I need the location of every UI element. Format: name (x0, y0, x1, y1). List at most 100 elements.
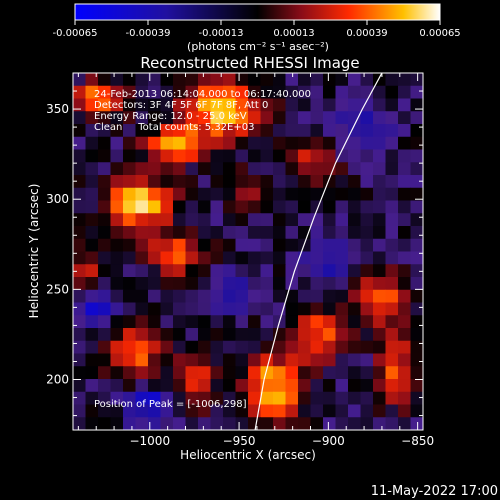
heatmap-cell (85, 264, 99, 278)
heatmap-cell (385, 213, 399, 227)
heatmap-cell (360, 289, 374, 303)
heatmap-cell (248, 251, 261, 265)
heatmap-cell (398, 328, 411, 342)
heatmap-cell (323, 162, 336, 176)
heatmap-cell (135, 289, 149, 303)
heatmap-cell (235, 277, 249, 291)
heatmap-cell (198, 315, 211, 329)
heatmap-cell (273, 353, 286, 367)
heatmap-cell (335, 277, 349, 291)
heatmap-cell (310, 353, 324, 367)
info-line-energy: Energy Range: 12.0 - 25.0 keV (94, 111, 247, 122)
info-line-detectors: Detectors: 3F 4F 5F 6F 7F 8F, Att 0 (94, 100, 268, 111)
heatmap-cell (360, 302, 374, 316)
heatmap-cell (323, 213, 336, 227)
heatmap-cell (98, 289, 111, 303)
heatmap-cell (348, 175, 361, 189)
heatmap-cell (285, 277, 299, 291)
heatmap-cell (173, 200, 186, 214)
heatmap-cell (398, 417, 411, 430)
heatmap-cell (260, 213, 274, 227)
heatmap-cell (223, 315, 236, 329)
heatmap-cell (410, 238, 423, 252)
heatmap-cell (298, 289, 311, 303)
heatmap-cell (398, 124, 411, 138)
heatmap-cell (110, 340, 124, 354)
heatmap-cell (373, 277, 386, 291)
heatmap-cell (73, 340, 86, 354)
heatmap-cell (398, 315, 411, 329)
heatmap-cell (210, 187, 224, 201)
heatmap-cell (198, 302, 211, 316)
heatmap-cell (298, 136, 311, 150)
heatmap-cell (285, 213, 299, 227)
heatmap-cell (285, 200, 299, 214)
heatmap-cell (223, 111, 236, 125)
heatmap-cell (385, 98, 399, 112)
heatmap-cell (148, 289, 161, 303)
heatmap-cell (323, 417, 336, 430)
heatmap-cell (198, 238, 211, 252)
heatmap-cell (223, 302, 236, 316)
heatmap-cell (285, 353, 299, 367)
heatmap-cell (260, 85, 274, 99)
heatmap-cell (173, 340, 186, 354)
heatmap-cell (160, 251, 174, 265)
heatmap-cell (373, 226, 386, 240)
heatmap-cell (273, 379, 286, 393)
heatmap-cell (310, 162, 324, 176)
heatmap-cell (235, 366, 249, 380)
heatmap-cell (410, 149, 423, 163)
heatmap-cell (373, 187, 386, 201)
heatmap-cell (160, 98, 174, 112)
heatmap-cell (260, 124, 274, 138)
heatmap-cell (348, 404, 361, 418)
heatmap-cell (410, 379, 423, 393)
heatmap-cell (123, 226, 136, 240)
heatmap-cell (173, 289, 186, 303)
heatmap-cell (185, 379, 199, 393)
heatmap-cell (410, 175, 423, 189)
heatmap-cell (123, 264, 136, 278)
heatmap-cell (323, 391, 336, 405)
heatmap-cell (248, 124, 261, 138)
heatmap-cell (210, 149, 224, 163)
heatmap-cell (398, 187, 411, 201)
heatmap-cell (148, 124, 161, 138)
heatmap-cell (210, 379, 224, 393)
heatmap-cell (85, 187, 99, 201)
heatmap-cell (248, 73, 261, 87)
heatmap-cell (360, 404, 374, 418)
heatmap-cell (298, 187, 311, 201)
heatmap-cell (85, 404, 99, 418)
heatmap-cell (335, 315, 349, 329)
heatmap-cell (248, 226, 261, 240)
heatmap-cell (248, 264, 261, 278)
heatmap-cell (173, 149, 186, 163)
heatmap-cell (173, 73, 186, 87)
heatmap-cell (273, 213, 286, 227)
heatmap-cell (348, 289, 361, 303)
heatmap-cell (73, 73, 86, 87)
heatmap-cell (298, 213, 311, 227)
heatmap-cell (348, 73, 361, 87)
heatmap-cell (235, 315, 249, 329)
heatmap-cell (373, 340, 386, 354)
heatmap-cell (285, 136, 299, 150)
heatmap-cell (173, 264, 186, 278)
heatmap-cell (335, 264, 349, 278)
heatmap-cell (210, 111, 224, 125)
heatmap-cell (148, 73, 161, 87)
heatmap-cell (348, 264, 361, 278)
heatmap-cell (185, 226, 199, 240)
heatmap-cell (198, 162, 211, 176)
heatmap-cell (323, 289, 336, 303)
heatmap-cell (398, 226, 411, 240)
heatmap-cell (210, 162, 224, 176)
heatmap-cell (148, 238, 161, 252)
heatmap-cell (348, 85, 361, 99)
heatmap-cell (235, 85, 249, 99)
y-tick-label: 300 (46, 192, 69, 206)
heatmap-cell (185, 98, 199, 112)
heatmap-cell (410, 111, 423, 125)
